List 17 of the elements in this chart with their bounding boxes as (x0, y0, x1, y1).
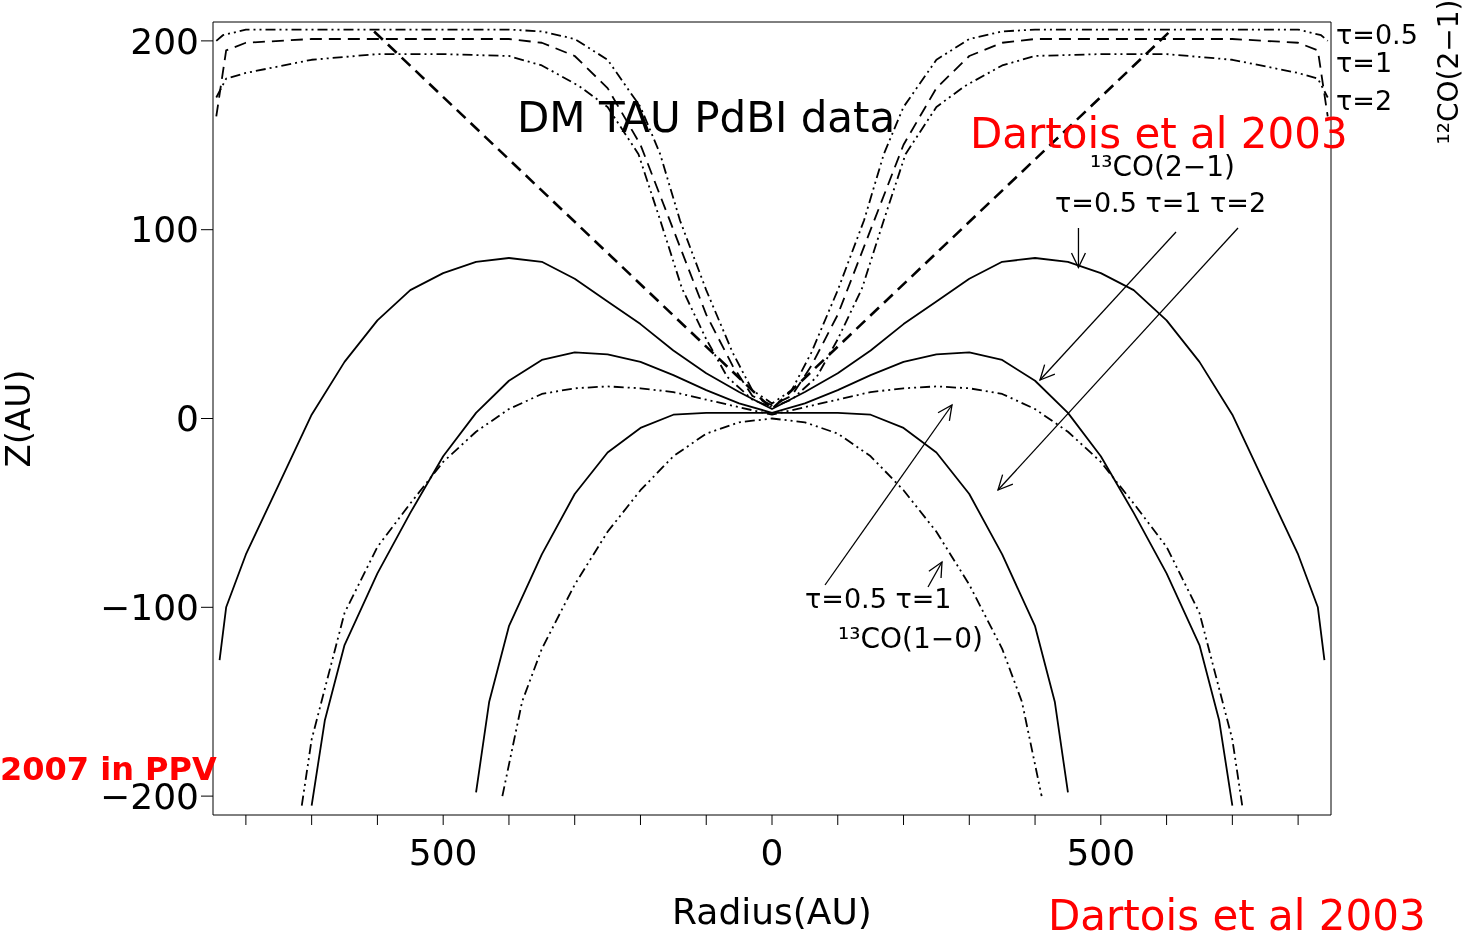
y-tick-label: 200 (130, 20, 199, 62)
annotation: τ=0.5 τ=1 τ=2 (1055, 187, 1267, 218)
y-axis-title: Z(AU) (0, 369, 39, 468)
y-tick-label: −100 (100, 587, 199, 629)
text: τ=2 (1336, 85, 1393, 116)
x-tick-label: 0 (760, 831, 784, 873)
x-axis-title: Radius(AU) (672, 891, 872, 932)
y-tick-label: 100 (130, 209, 199, 251)
y-tick-label: 0 (176, 398, 199, 440)
text: τ=1 (1336, 47, 1393, 78)
x-tick-label: 500 (408, 831, 478, 873)
text: Dartois et al 2003 (1048, 891, 1426, 938)
x-tick-label: 500 (1066, 831, 1136, 873)
text: τ=0.5 (1336, 19, 1418, 50)
annotation: τ=0.5 τ=1 (805, 583, 952, 614)
annotation: ¹³CO(1−0) (838, 622, 983, 655)
text: ¹²CO(2−1) (1432, 0, 1465, 145)
